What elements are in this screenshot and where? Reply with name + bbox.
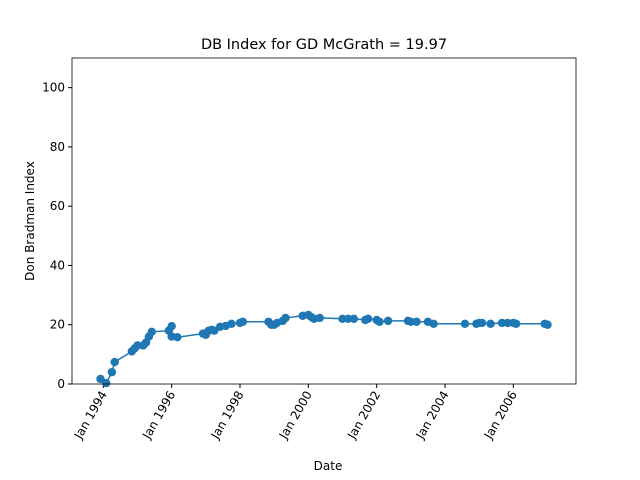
- y-tick-label: 0: [57, 377, 65, 391]
- data-point: [460, 319, 470, 329]
- data-point: [110, 357, 119, 367]
- data-point: [412, 317, 421, 326]
- data-point: [512, 319, 521, 329]
- data-point: [107, 367, 117, 377]
- data-point: [238, 317, 248, 326]
- plot-frame: [71, 57, 577, 385]
- data-point: [477, 318, 487, 328]
- data-point: [147, 327, 156, 337]
- data-point: [173, 332, 182, 342]
- data-point: [227, 319, 236, 329]
- data-point: [543, 320, 552, 329]
- data-point: [383, 316, 393, 326]
- data-point: [429, 319, 438, 329]
- y-tick-label: 80: [50, 140, 65, 154]
- data-point: [101, 378, 111, 388]
- data-point: [375, 317, 384, 326]
- data-point: [349, 314, 359, 323]
- data-point: [167, 322, 176, 331]
- data-point: [281, 313, 290, 323]
- data-point: [363, 314, 373, 323]
- chart-title: DB Index for GD McGrath = 19.97: [201, 37, 447, 53]
- x-axis-label: Date: [314, 459, 343, 473]
- y-tick-label: 100: [42, 81, 65, 95]
- data-point: [315, 313, 324, 323]
- y-tick-label: 20: [50, 318, 65, 332]
- y-tick-label: 60: [50, 199, 65, 213]
- y-tick-label: 40: [50, 258, 65, 272]
- data-point: [486, 319, 495, 329]
- y-axis-label: Don Bradman Index: [23, 161, 37, 281]
